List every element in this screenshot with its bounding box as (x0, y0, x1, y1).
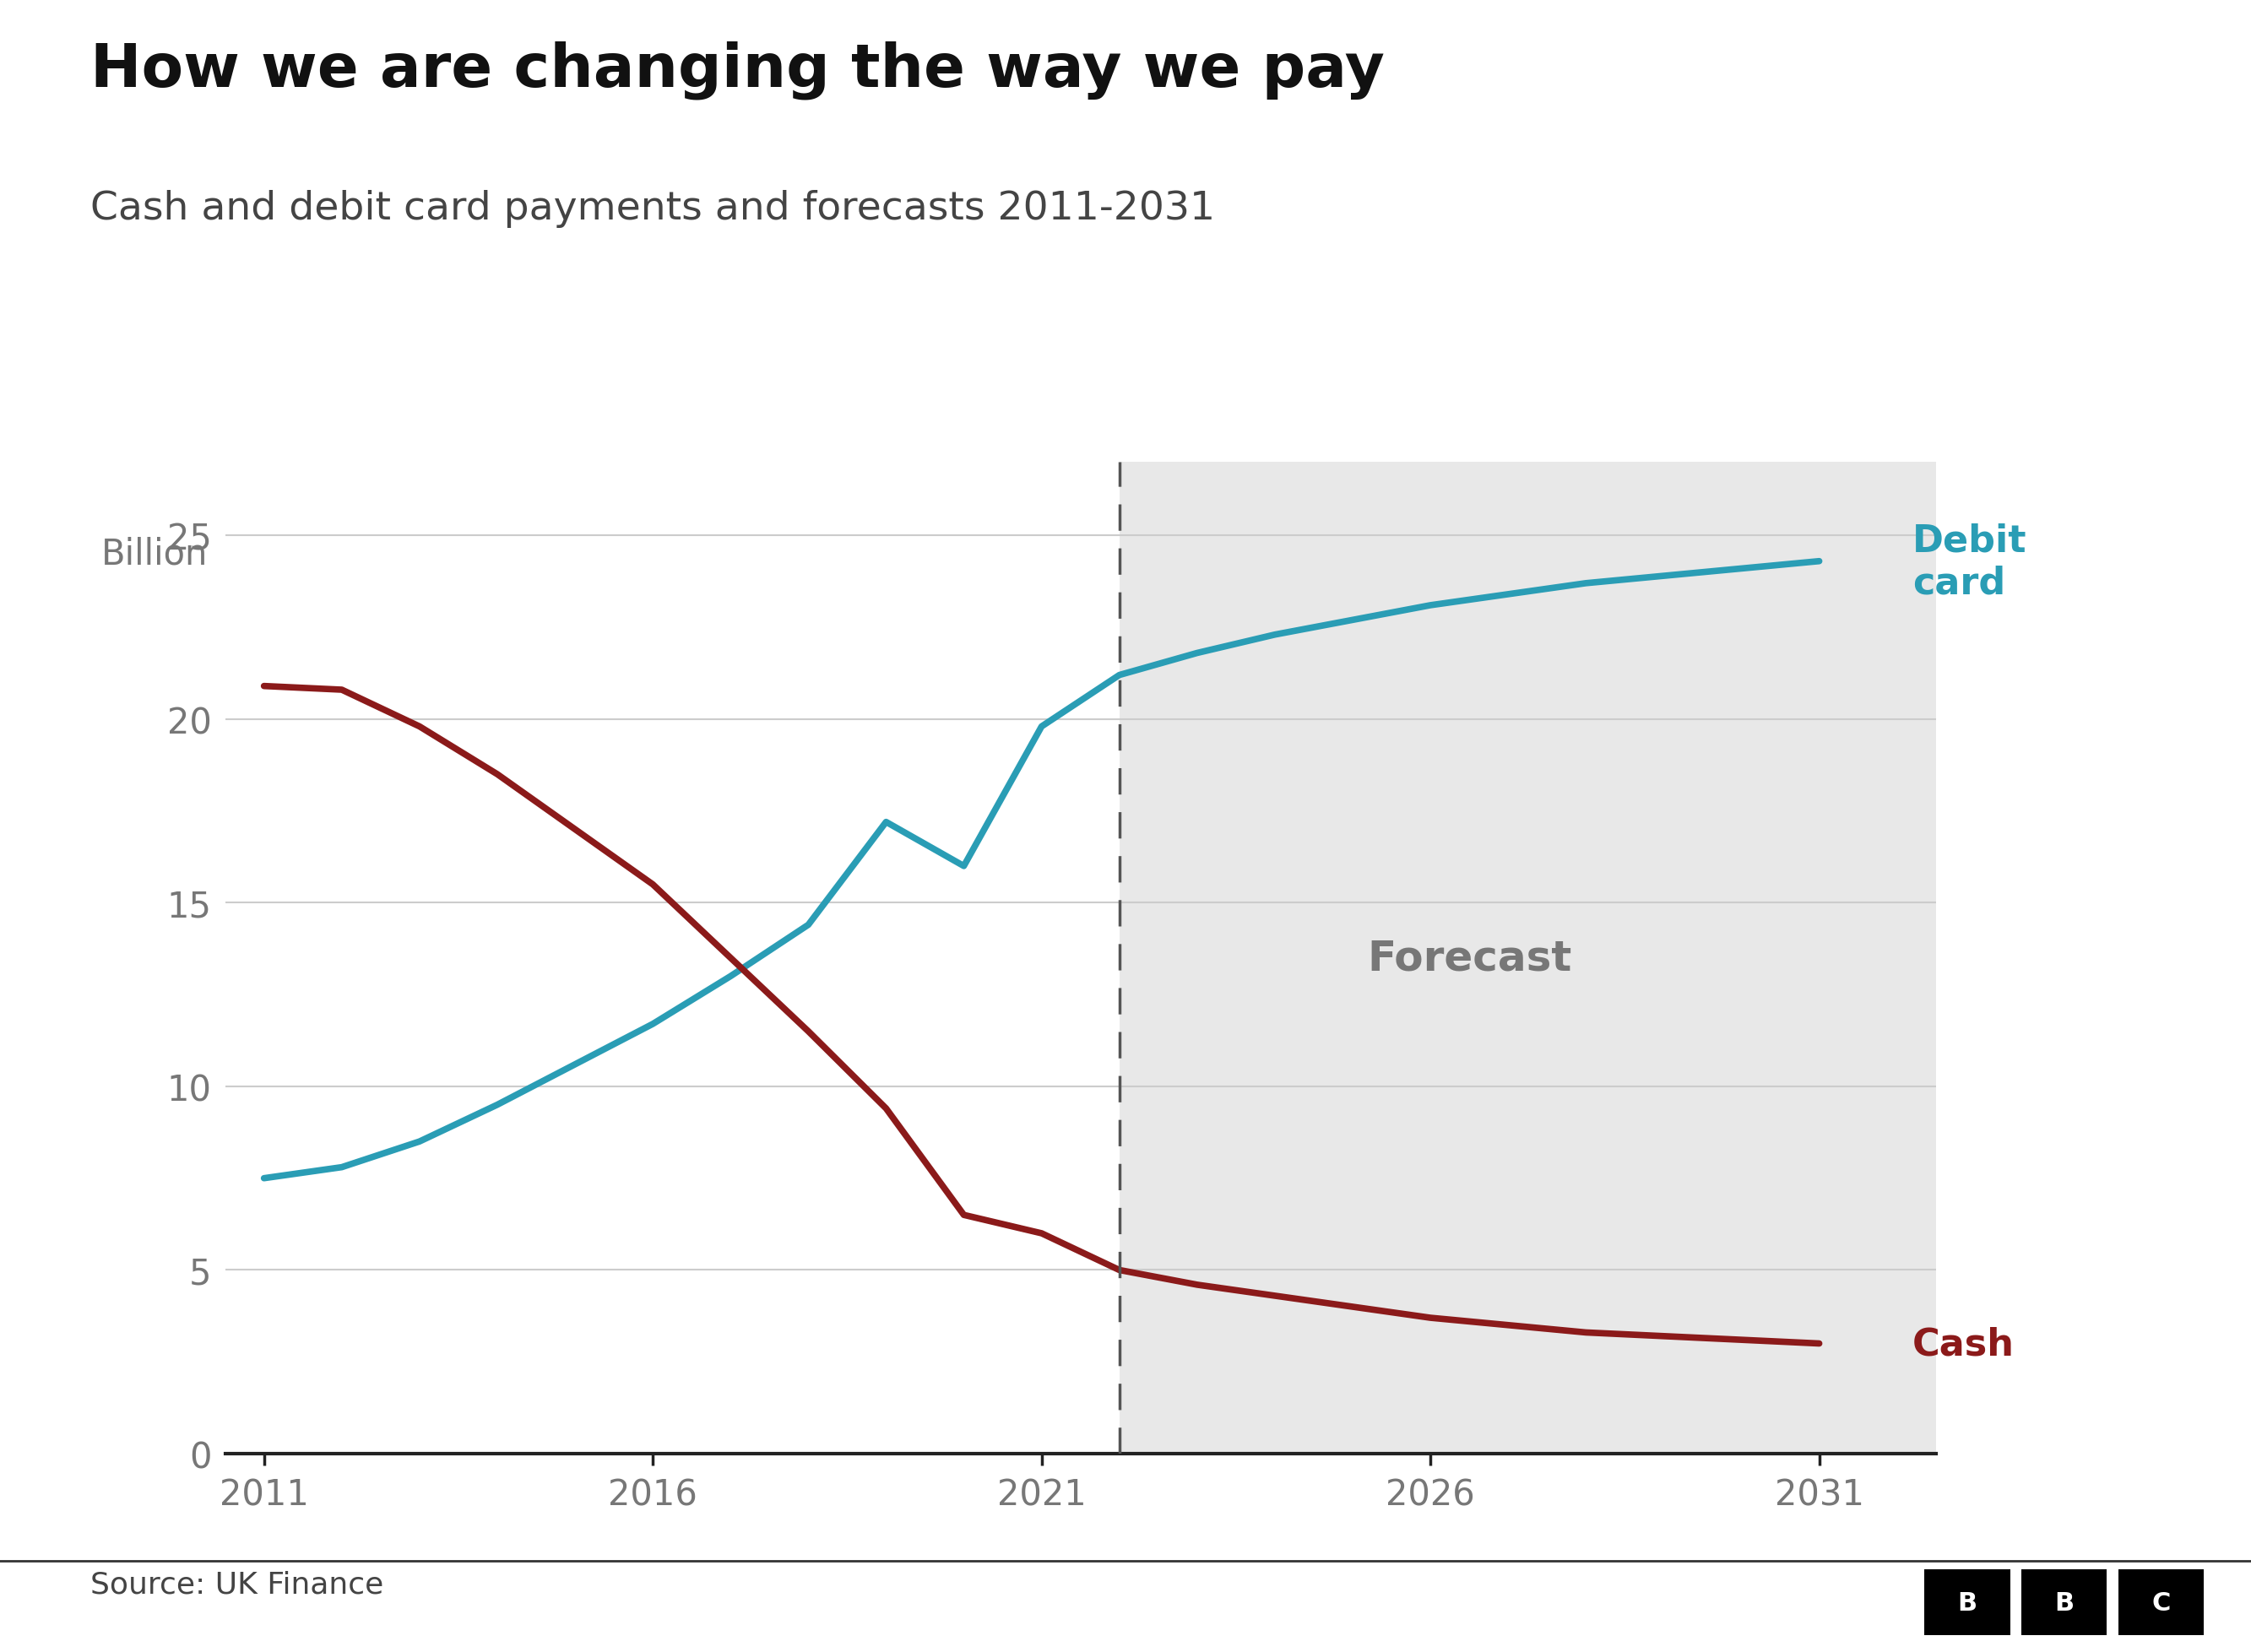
Text: Billion: Billion (101, 535, 207, 572)
Text: Cash: Cash (1913, 1325, 2015, 1361)
Text: Cash and debit card payments and forecasts 2011-2031: Cash and debit card payments and forecas… (90, 190, 1216, 228)
Text: C: C (2152, 1591, 2170, 1614)
Bar (1119, 463, 2091, 1454)
Text: B: B (1958, 1591, 1976, 1614)
Text: Source: UK Finance: Source: UK Finance (90, 1569, 383, 1597)
Text: B: B (2055, 1591, 2073, 1614)
Text: Debit
card: Debit card (1913, 522, 2026, 601)
Text: How we are changing the way we pay: How we are changing the way we pay (90, 41, 1384, 99)
Text: Forecast: Forecast (1366, 938, 1571, 978)
